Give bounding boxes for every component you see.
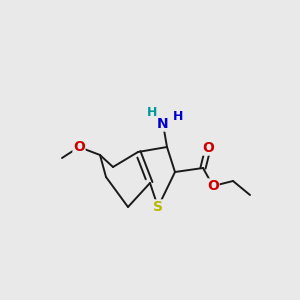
Text: N: N (157, 117, 169, 131)
Text: S: S (153, 200, 163, 214)
Text: O: O (207, 179, 219, 193)
Text: O: O (202, 141, 214, 155)
Text: H: H (173, 110, 183, 122)
Text: H: H (147, 106, 157, 119)
Text: O: O (73, 140, 85, 154)
